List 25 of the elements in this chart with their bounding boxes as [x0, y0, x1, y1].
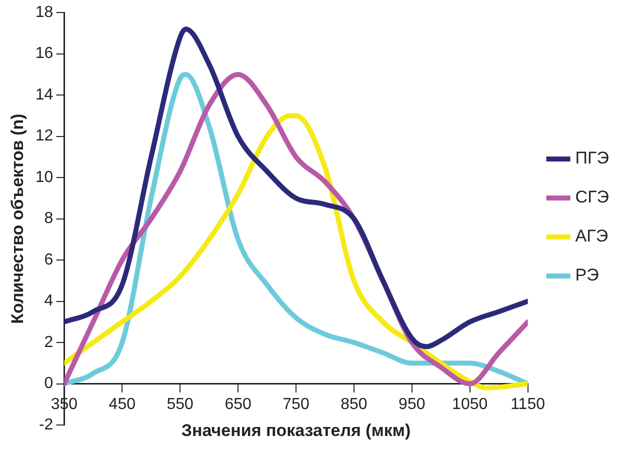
x-tick-label: 850 [340, 396, 368, 413]
y-tick-label: 12 [35, 128, 54, 145]
x-tick-label: 1150 [510, 396, 546, 413]
y-tick-label: 6 [44, 251, 54, 268]
legend-label: ПГЭ [575, 148, 609, 168]
y-tick-label: 0 [44, 375, 54, 392]
y-tick-label: 16 [35, 45, 54, 62]
y-tick-label: 18 [35, 4, 54, 22]
legend-label: СГЭ [575, 188, 609, 207]
y-tick-label: 14 [35, 86, 54, 104]
x-tick-label: 550 [166, 396, 194, 413]
x-tick-label: 950 [398, 396, 426, 413]
legend-label: АГЭ [575, 226, 608, 246]
legend-label: РЭ [575, 266, 599, 285]
y-tick-label: -2 [38, 416, 54, 434]
x-axis-title: Значения показателя (мкм) [181, 420, 411, 440]
y-tick-label: 4 [44, 292, 54, 310]
x-tick-label: 750 [282, 396, 310, 413]
y-tick-label: 2 [44, 334, 54, 351]
y-axis-title: Количество объектов (n) [8, 114, 27, 324]
x-tick-label: 450 [108, 396, 136, 413]
x-tick-label: 650 [224, 396, 252, 413]
y-tick-label: 8 [44, 210, 54, 228]
y-tick-label: 10 [35, 168, 54, 186]
x-tick-label: 1050 [452, 396, 488, 413]
